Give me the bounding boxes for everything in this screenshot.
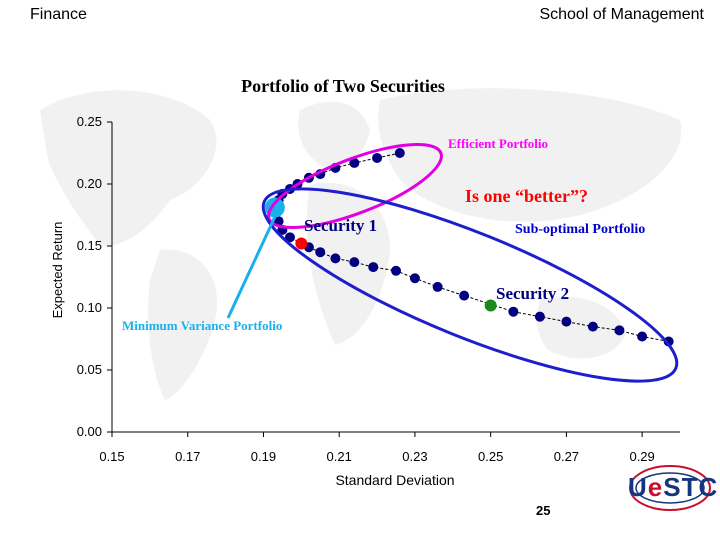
x-tick-label: 0.27 [554, 449, 579, 464]
x-tick-label: 0.17 [175, 449, 200, 464]
frontier-point [508, 306, 519, 317]
chart-ticks: 0.00 0.05 0.10 0.15 0.20 0.25 0.15 0.17 0.19 0.21… [77, 114, 655, 464]
frontier-point [330, 253, 341, 264]
frontier-point [284, 232, 295, 243]
y-tick-label: 0.00 [77, 424, 102, 439]
efficient-portfolio-label: Efficient Portfolio [448, 136, 548, 151]
efficient-portfolio-ellipse [267, 142, 443, 230]
x-tick-label: 0.21 [327, 449, 352, 464]
frontier-point [391, 265, 401, 276]
frontier-point [368, 262, 379, 273]
frontier-point [315, 247, 326, 258]
min-variance-portfolio-label: Minimum Variance Portfolio [122, 318, 282, 333]
y-tick-label: 0.20 [77, 176, 102, 191]
chart-title: Portfolio of Two Securities [241, 76, 445, 96]
x-tick-label: 0.25 [478, 449, 503, 464]
x-tick-label: 0.23 [402, 449, 427, 464]
security-2-label: Security 2 [496, 284, 569, 303]
header-right-title: School of Management [539, 6, 704, 23]
frontier-point [432, 281, 443, 292]
frontier-point [394, 148, 405, 158]
is-one-better-label: Is one “better”? [465, 186, 588, 206]
sub-optimal-portfolio-ellipse [261, 187, 679, 383]
chart-axes [111, 122, 680, 433]
page-number: 25 [536, 503, 551, 518]
sub-optimal-portfolio-label: Sub-optimal Portfolio [515, 222, 645, 237]
x-tick-label: 0.19 [251, 449, 276, 464]
frontier-point [534, 311, 545, 322]
frontier-point [637, 331, 648, 342]
security-1-label: Security 1 [304, 216, 377, 235]
y-tick-label: 0.05 [77, 362, 102, 377]
y-tick-label: 0.15 [77, 238, 102, 253]
logo-swirl-icon [629, 465, 711, 511]
frontier-point [372, 152, 383, 163]
x-tick-label: 0.29 [629, 449, 654, 464]
frontier-point [587, 321, 598, 332]
x-tick-label: 0.15 [99, 449, 124, 464]
frontier-point [561, 316, 572, 327]
security-1-point [295, 237, 308, 250]
x-axis-label: Standard Deviation [335, 472, 454, 488]
y-tick-label: 0.25 [77, 114, 102, 129]
uestc-logo: UeSTC [624, 458, 719, 520]
header-left-title: Finance [30, 6, 87, 23]
frontier-point [409, 273, 420, 284]
frontier-point [663, 336, 674, 347]
y-axis-label: Expected Return [50, 222, 65, 319]
frontier-point [349, 257, 360, 268]
frontier-point [614, 325, 625, 336]
frontier-point [459, 290, 470, 301]
y-tick-label: 0.10 [77, 300, 102, 315]
logo-text: UeSTC [628, 472, 719, 502]
world-map-backdrop [40, 88, 682, 400]
security-2-point [484, 299, 497, 312]
min-variance-pointer-line [226, 207, 281, 319]
frontier-point [349, 157, 360, 168]
